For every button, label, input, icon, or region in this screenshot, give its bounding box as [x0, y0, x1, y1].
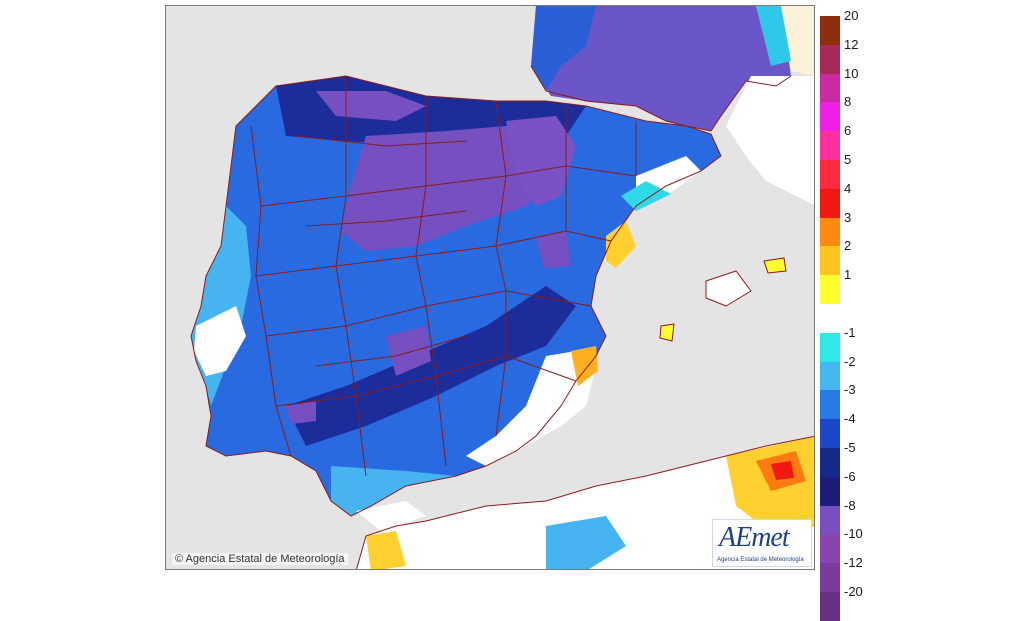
africa-coastline [356, 435, 814, 569]
legend-label-8: 8 [844, 94, 852, 110]
legend-label--6: -6 [844, 468, 856, 484]
aemet-logo-subtitle: Agencia Estatal de Meteorología [717, 557, 804, 563]
france-cyan-strip [756, 6, 791, 66]
legend-label-2: 2 [844, 238, 852, 254]
east-purple [536, 231, 571, 268]
legend-swatch-5 [820, 160, 840, 189]
legend-swatch--2 [820, 361, 840, 391]
south-purple [386, 326, 431, 376]
lisbon-white [194, 306, 246, 376]
ibiza [659, 323, 675, 342]
legend-swatch--8 [820, 505, 840, 535]
legend-label--2: -2 [844, 353, 856, 369]
africa-west-warm [366, 531, 406, 569]
legend-label--4: -4 [844, 411, 856, 427]
map-canvas [166, 6, 814, 569]
aemet-logo: AEmet Agencia Estatal de Meteorología [712, 519, 812, 567]
alicante-warm [571, 346, 598, 386]
copyright-notice: © Agencia Estatal de Meteorología [172, 553, 348, 565]
gibraltar-coast [331, 466, 456, 516]
legend-swatch--5 [820, 448, 840, 477]
legend-label-10: 10 [844, 65, 859, 81]
legend-swatch-10 [820, 73, 840, 103]
legend-swatch--3 [820, 390, 840, 420]
legend-swatch--10 [820, 534, 840, 564]
legend-label-1: 1 [844, 267, 852, 283]
legend-swatch-3 [820, 217, 840, 247]
south-dark-band [286, 286, 576, 446]
legend-label--1: -1 [844, 324, 856, 340]
north-africa-land [356, 436, 814, 569]
legend-swatch--4 [820, 419, 840, 448]
africa-red-spot [771, 461, 794, 480]
france-east-white [726, 76, 814, 205]
france-northwest [531, 6, 596, 91]
legend-label-3: 3 [844, 209, 852, 225]
legend-label-5: 5 [844, 152, 852, 167]
north-purple [316, 91, 426, 121]
legend-swatch-2 [820, 246, 840, 276]
mallorca [705, 270, 752, 307]
legend-swatch-12 [820, 44, 840, 74]
southwest-purple [286, 401, 316, 424]
legend-label--12: -12 [844, 555, 863, 571]
catalonia-cyan [621, 181, 671, 211]
strait-white [356, 501, 426, 531]
africa-cyan [546, 516, 626, 569]
legend-label-4: 4 [844, 180, 852, 196]
legend-label--3: -3 [844, 382, 856, 398]
legend-swatch-6 [820, 131, 840, 160]
legend-label-12: 12 [844, 36, 859, 52]
legend-swatch-4 [820, 188, 840, 218]
legend-swatch-1 [820, 275, 840, 304]
legend-label--5: -5 [844, 440, 856, 455]
legend-swatch--20 [820, 592, 840, 621]
meseta-purple [341, 121, 566, 251]
ebro-purple [506, 116, 576, 206]
temperature-anomaly-map: © Agencia Estatal de Meteorología AEmet … [165, 5, 815, 570]
valencia-warm [606, 221, 636, 268]
legend-swatch-zero [820, 304, 840, 333]
menorca [763, 257, 787, 274]
legend-label--8: -8 [844, 497, 856, 513]
aemet-logo-text: AEmet [719, 522, 790, 553]
color-legend: 20 12 10 8 6 5 4 3 2 1 -1 -2 -3 -4 -5 -6 -8 -10 -12 -20 [820, 9, 880, 621]
legend-swatch-8 [820, 102, 840, 132]
legend-label-6: 6 [844, 123, 852, 139]
southeast-white [466, 351, 596, 466]
legend-swatch-20 [820, 16, 840, 45]
legend-swatch--12 [820, 563, 840, 592]
france-land [531, 6, 791, 131]
legend-label--10: -10 [844, 526, 863, 542]
france-border [530, 65, 792, 132]
legend-label-20: 20 [844, 8, 859, 23]
legend-swatch--6 [820, 476, 840, 506]
legend-swatch--1 [820, 332, 840, 362]
legend-label--20: -20 [844, 584, 863, 599]
